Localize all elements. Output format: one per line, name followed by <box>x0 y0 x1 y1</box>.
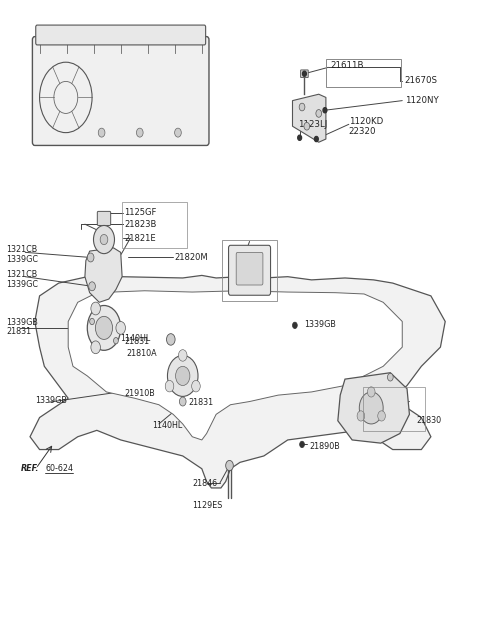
Text: 21831: 21831 <box>124 338 150 347</box>
Text: 1120KD: 1120KD <box>349 117 383 126</box>
FancyBboxPatch shape <box>228 246 271 295</box>
Circle shape <box>323 107 327 113</box>
Text: 60-624: 60-624 <box>45 464 73 473</box>
Circle shape <box>89 282 96 291</box>
Circle shape <box>165 381 174 392</box>
Text: 21611B: 21611B <box>331 61 364 70</box>
FancyBboxPatch shape <box>36 25 205 45</box>
Text: 1339GC: 1339GC <box>6 255 38 264</box>
Circle shape <box>136 128 143 137</box>
Circle shape <box>91 341 100 354</box>
Text: 1120NY: 1120NY <box>405 96 438 105</box>
Circle shape <box>87 253 94 262</box>
Text: 21831: 21831 <box>189 397 214 406</box>
Circle shape <box>114 338 118 344</box>
Circle shape <box>192 381 200 392</box>
Text: 21830: 21830 <box>417 416 442 425</box>
Polygon shape <box>30 275 445 488</box>
Circle shape <box>387 374 393 381</box>
Circle shape <box>168 356 198 396</box>
Circle shape <box>298 135 301 140</box>
Polygon shape <box>68 291 402 440</box>
Text: 1140HL: 1140HL <box>120 334 150 343</box>
Circle shape <box>179 350 187 361</box>
Circle shape <box>100 235 108 245</box>
Text: 21910B: 21910B <box>124 389 155 398</box>
Text: 1129ES: 1129ES <box>192 502 223 511</box>
Circle shape <box>96 316 113 340</box>
Circle shape <box>175 128 181 137</box>
FancyBboxPatch shape <box>300 70 308 78</box>
Circle shape <box>299 103 305 111</box>
Circle shape <box>94 226 115 253</box>
FancyBboxPatch shape <box>97 212 111 226</box>
Text: 21846: 21846 <box>192 479 217 488</box>
Text: 1321CB: 1321CB <box>6 270 37 279</box>
Text: 1339GC: 1339GC <box>6 280 38 289</box>
Text: 1140HL: 1140HL <box>152 421 182 430</box>
Polygon shape <box>85 248 122 302</box>
Circle shape <box>180 397 186 406</box>
Text: 21823B: 21823B <box>124 220 157 229</box>
FancyBboxPatch shape <box>236 252 263 285</box>
Text: 1321CB: 1321CB <box>6 245 37 254</box>
Circle shape <box>176 367 190 386</box>
Text: 21930R: 21930R <box>238 253 270 262</box>
Circle shape <box>304 122 310 130</box>
Polygon shape <box>338 373 409 443</box>
Circle shape <box>357 411 365 421</box>
Circle shape <box>367 387 375 397</box>
Text: 1125GF: 1125GF <box>124 208 157 217</box>
Circle shape <box>90 318 95 325</box>
Circle shape <box>300 441 304 448</box>
Text: 21821E: 21821E <box>124 234 156 243</box>
Circle shape <box>98 128 105 137</box>
Circle shape <box>314 136 318 141</box>
Text: 1123LJ: 1123LJ <box>298 120 327 129</box>
Text: 1339GB: 1339GB <box>304 320 336 329</box>
Circle shape <box>116 322 125 334</box>
Circle shape <box>316 109 322 117</box>
Text: 21670S: 21670S <box>405 77 438 86</box>
Text: 22320: 22320 <box>349 127 376 136</box>
Circle shape <box>167 334 175 345</box>
Circle shape <box>226 460 233 471</box>
Text: 1339GB: 1339GB <box>6 318 38 327</box>
Circle shape <box>360 392 383 424</box>
Text: REF.: REF. <box>21 464 39 473</box>
Polygon shape <box>292 95 326 142</box>
Text: 21810A: 21810A <box>126 349 157 358</box>
Text: 55396: 55396 <box>370 403 396 412</box>
Circle shape <box>292 322 297 329</box>
Text: 21820M: 21820M <box>174 253 208 262</box>
Circle shape <box>91 302 100 315</box>
Circle shape <box>302 71 306 77</box>
Circle shape <box>87 305 120 350</box>
Text: 21890B: 21890B <box>309 442 340 451</box>
FancyBboxPatch shape <box>33 37 209 145</box>
Text: 21831: 21831 <box>6 327 31 336</box>
Text: 1125DG: 1125DG <box>370 394 403 403</box>
Circle shape <box>378 411 385 421</box>
Text: 1339GB: 1339GB <box>35 395 67 404</box>
